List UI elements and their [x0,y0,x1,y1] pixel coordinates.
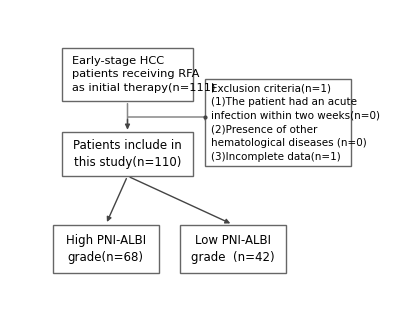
Text: Exclusion criteria(n=1)
(1)The patient had an acute
infection within two weeks(n: Exclusion criteria(n=1) (1)The patient h… [211,84,380,162]
Text: High PNI-ALBI
grade(n=68): High PNI-ALBI grade(n=68) [66,233,146,264]
FancyBboxPatch shape [62,48,193,101]
FancyBboxPatch shape [205,79,351,166]
Text: Low PNI-ALBI
grade  (n=42): Low PNI-ALBI grade (n=42) [191,233,275,264]
FancyBboxPatch shape [62,132,193,176]
Text: Patients include in
this study(n=110): Patients include in this study(n=110) [73,139,182,169]
FancyBboxPatch shape [180,225,286,273]
FancyBboxPatch shape [53,225,158,273]
Text: Early-stage HCC
patients receiving RFA
as initial therapy(n=111): Early-stage HCC patients receiving RFA a… [72,55,215,93]
